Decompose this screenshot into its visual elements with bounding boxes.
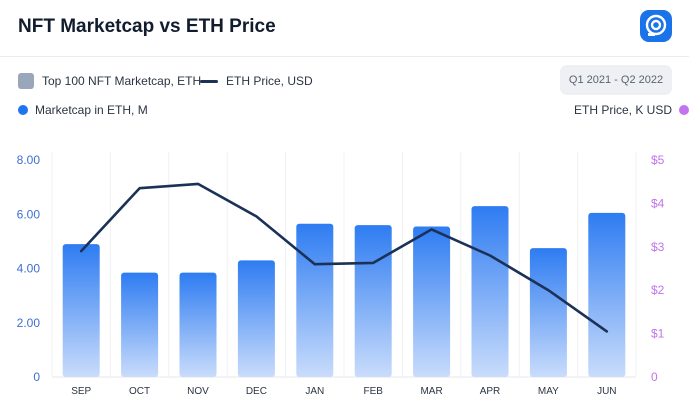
left-tick-label: 6.00 xyxy=(17,207,41,221)
bar-sep xyxy=(62,244,100,377)
x-tick-label: MAR xyxy=(420,386,442,397)
bar-nov xyxy=(179,272,217,377)
bar-mar xyxy=(413,226,451,377)
legend-label-marketcap: Top 100 NFT Marketcap, ETH xyxy=(42,74,202,88)
right-tick-label: $3 xyxy=(651,240,665,254)
bar-jan xyxy=(296,223,334,377)
right-axis-dot xyxy=(679,105,689,115)
grid-lines xyxy=(51,152,637,378)
bar-jun xyxy=(588,212,626,377)
right-tick-label: $1 xyxy=(651,327,665,341)
x-tick-label: JUN xyxy=(597,386,616,397)
right-tick-label: 0 xyxy=(651,370,658,384)
left-axis-label-text: Marketcap in ETH, M xyxy=(35,103,148,117)
legend-swatch-bar xyxy=(18,73,34,89)
date-range-badge[interactable]: Q1 2021 - Q2 2022 xyxy=(560,65,672,95)
right-tick-label: $5 xyxy=(651,153,665,167)
legend-swatch-line xyxy=(200,79,218,83)
header-divider xyxy=(0,56,689,57)
right-tick-label: $2 xyxy=(651,283,665,297)
x-tick-label: FEB xyxy=(363,386,383,397)
left-axis-dot xyxy=(18,105,28,115)
bar-oct xyxy=(121,272,159,377)
x-tick-label: JAN xyxy=(305,386,324,397)
left-axis-label: Marketcap in ETH, M xyxy=(18,103,148,117)
left-tick-label: 0 xyxy=(33,370,40,384)
right-axis-label-text: ETH Price, K USD xyxy=(574,103,673,117)
x-tick-label: MAY xyxy=(538,386,559,397)
x-tick-label: OCT xyxy=(129,386,150,397)
left-tick-label: 8.00 xyxy=(17,153,41,167)
axis-ticks: 0 2.00 4.00 6.00 8.00 0 $1 $2 $3 $4 $5 SEP OCT NOV DEC… xyxy=(17,153,665,397)
legend-label-eth-price: ETH Price, USD xyxy=(226,74,313,88)
left-tick-label: 4.00 xyxy=(17,262,41,276)
legend-item-marketcap[interactable]: Top 100 NFT Marketcap, ETH xyxy=(18,72,201,90)
bar-dec xyxy=(237,260,275,377)
bar-series xyxy=(62,206,626,377)
eth-price-line xyxy=(79,182,609,333)
bar-feb xyxy=(354,225,392,377)
right-tick-label: $4 xyxy=(651,196,665,210)
bar-may xyxy=(529,248,567,377)
brand-logo-icon xyxy=(640,10,672,42)
chart-title: NFT Marketcap vs ETH Price xyxy=(18,16,276,37)
x-tick-label: NOV xyxy=(187,386,209,397)
x-tick-label: APR xyxy=(480,386,501,397)
x-tick-label: SEP xyxy=(71,386,91,397)
legend-item-eth-price[interactable]: ETH Price, USD xyxy=(200,72,313,90)
left-tick-label: 2.00 xyxy=(17,316,41,330)
right-axis-label: ETH Price, K USD xyxy=(574,103,689,117)
line-series xyxy=(79,182,609,333)
x-tick-label: DEC xyxy=(246,386,267,397)
bar-apr xyxy=(471,206,509,377)
